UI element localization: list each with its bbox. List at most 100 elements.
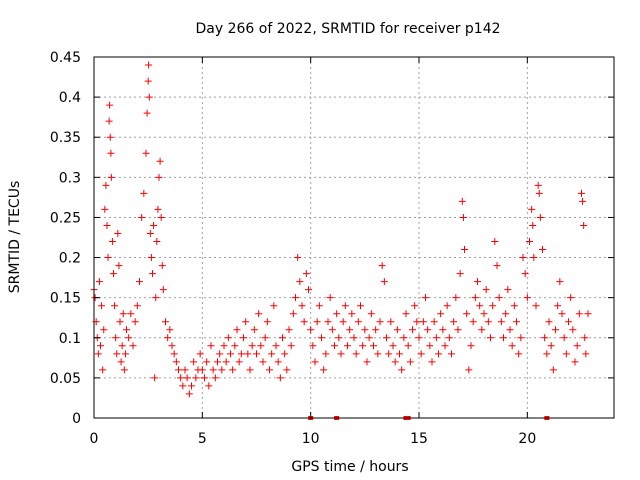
data-point <box>534 181 542 189</box>
data-point <box>146 229 154 237</box>
data-point <box>158 262 166 270</box>
y-tick-label: 0 <box>72 411 81 427</box>
data-point <box>117 358 125 366</box>
data-point <box>547 342 555 350</box>
data-point <box>339 318 347 326</box>
chart-title: Day 266 of 2022, SRMTID for receiver p14… <box>195 21 500 37</box>
data-point <box>529 221 537 229</box>
x-tick-label: 15 <box>410 431 428 447</box>
data-point <box>172 358 180 366</box>
data-point <box>480 310 488 318</box>
data-point <box>261 334 269 342</box>
data-point <box>105 117 113 125</box>
data-point <box>192 374 200 382</box>
data-point <box>250 326 258 334</box>
data-point <box>313 318 321 326</box>
data-point <box>322 350 330 358</box>
data-point <box>255 310 263 318</box>
data-point <box>476 302 484 310</box>
data-point <box>266 366 273 374</box>
data-point <box>218 366 226 374</box>
y-tick-label: 0.3 <box>59 170 81 186</box>
data-point <box>287 342 295 350</box>
data-point <box>153 238 161 246</box>
data-point <box>331 342 338 350</box>
data-point <box>389 342 397 350</box>
data-point <box>469 318 477 326</box>
data-point <box>155 173 163 181</box>
data-point <box>387 318 395 326</box>
x-tick-label: 20 <box>518 431 536 447</box>
data-point <box>179 382 187 390</box>
data-point <box>281 350 289 358</box>
data-point <box>459 213 467 221</box>
data-point <box>324 318 332 326</box>
data-point <box>157 213 165 221</box>
data-point <box>159 286 167 294</box>
data-point <box>374 350 382 358</box>
data-point <box>99 366 107 374</box>
data-point <box>411 302 419 310</box>
data-point <box>396 350 403 358</box>
data-point <box>437 310 445 318</box>
data-point <box>441 342 449 350</box>
x-tick-label: 10 <box>302 431 320 447</box>
data-point <box>177 374 185 382</box>
data-point <box>528 205 536 213</box>
axis-ticks <box>93 56 614 419</box>
data-point <box>207 342 215 350</box>
data-point <box>562 350 570 358</box>
data-point <box>357 302 364 310</box>
data-point <box>497 318 505 326</box>
data-point <box>532 302 540 310</box>
data-point <box>578 189 585 197</box>
data-point <box>136 278 143 286</box>
data-point <box>513 318 520 326</box>
data-point <box>487 334 494 342</box>
data-point <box>123 326 130 334</box>
data-point <box>500 334 507 342</box>
data-point <box>428 358 436 366</box>
data-point <box>536 213 544 221</box>
data-point <box>413 318 421 326</box>
data-point <box>484 318 492 326</box>
data-point <box>432 334 440 342</box>
y-tick-label: 0.45 <box>50 50 81 66</box>
data-point <box>359 342 367 350</box>
data-point <box>111 302 119 310</box>
data-point <box>292 294 299 302</box>
data-point <box>523 294 531 302</box>
data-point <box>156 157 164 165</box>
data-point <box>558 310 566 318</box>
data-point <box>300 318 308 326</box>
data-point <box>205 382 213 390</box>
data-point <box>552 326 559 334</box>
data-point <box>560 334 568 342</box>
data-point <box>107 173 115 181</box>
data-point <box>571 358 579 366</box>
data-point <box>461 246 468 254</box>
data-point <box>521 270 529 278</box>
data-point <box>502 310 510 318</box>
data-point <box>320 366 328 374</box>
data-point <box>133 302 141 310</box>
data-point <box>110 270 117 278</box>
data-point <box>541 334 549 342</box>
data-point <box>257 342 265 350</box>
data-point <box>183 374 191 382</box>
data-point <box>565 318 572 326</box>
data-point <box>493 262 501 270</box>
data-point <box>422 294 429 302</box>
data-point <box>367 310 375 318</box>
data-point <box>209 366 217 374</box>
data-point <box>426 342 434 350</box>
y-tick-label: 0.35 <box>50 130 81 146</box>
data-point <box>227 350 234 358</box>
data-point <box>539 246 546 254</box>
data-point <box>376 318 384 326</box>
data-point <box>154 205 162 213</box>
data-point <box>98 302 106 310</box>
data-point <box>106 133 114 141</box>
data-point <box>328 326 336 334</box>
data-point <box>556 278 564 286</box>
